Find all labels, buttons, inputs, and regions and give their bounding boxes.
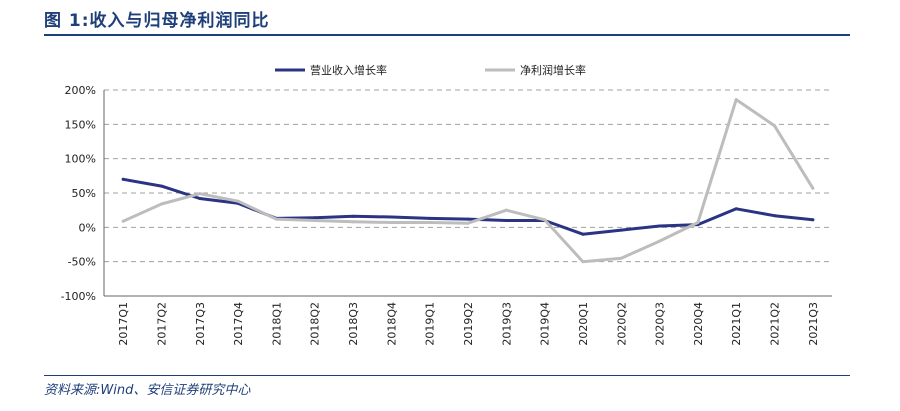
- data-point: [428, 216, 432, 220]
- data-point: [198, 192, 202, 196]
- x-tick-label: 2021Q2: [769, 302, 782, 346]
- data-point: [811, 186, 815, 190]
- footer-divider: [44, 375, 850, 376]
- title-divider: [44, 34, 850, 36]
- axes: [103, 90, 832, 297]
- y-tick-label: -100%: [61, 290, 96, 303]
- y-tick-label: 100%: [65, 153, 96, 166]
- data-point: [581, 260, 585, 264]
- x-tick-label: 2020Q4: [692, 302, 705, 346]
- data-point: [581, 232, 585, 236]
- data-point: [734, 207, 738, 211]
- data-point: [773, 124, 777, 128]
- legend-label: 营业收入增长率: [310, 63, 387, 77]
- data-point: [236, 199, 240, 203]
- data-point: [389, 215, 393, 219]
- x-tick-label: 2019Q4: [539, 302, 552, 346]
- data-point: [504, 218, 508, 222]
- x-tick-label: 2017Q4: [232, 302, 245, 346]
- y-tick-label: 0%: [79, 221, 96, 234]
- x-tick-label: 2020Q1: [577, 302, 590, 346]
- data-point: [696, 221, 700, 225]
- data-point: [811, 218, 815, 222]
- data-point: [351, 220, 355, 224]
- y-tick-label: -50%: [68, 256, 96, 269]
- data-point: [773, 214, 777, 218]
- legend: 营业收入增长率 净利润增长率: [275, 63, 586, 77]
- x-tick-labels: 2017Q1 2017Q2 2017Q3 2017Q4 2018Q1 2018Q2 2018…: [117, 302, 820, 346]
- x-tick-label: 2017Q1: [117, 302, 130, 346]
- data-point: [658, 224, 662, 228]
- data-point: [159, 202, 163, 206]
- data-point: [121, 219, 125, 223]
- x-tick-label: 2020Q3: [654, 302, 667, 346]
- y-tick-labels: 200% 150% 100% 50% 0% -50% -100%: [61, 84, 96, 303]
- data-point: [274, 217, 278, 221]
- y-tick-label: 200%: [65, 84, 96, 97]
- x-tick-label: 2017Q2: [155, 302, 168, 346]
- chart-title: 图 1:收入与归母净利润同比: [44, 11, 270, 31]
- data-point: [159, 184, 163, 188]
- x-tick-label: 2021Q3: [807, 302, 820, 346]
- data-point: [619, 256, 623, 260]
- x-tick-label: 2019Q2: [462, 302, 475, 346]
- x-tick-label: 2018Q3: [347, 302, 360, 346]
- data-point: [313, 216, 317, 220]
- x-tick-label: 2019Q1: [424, 302, 437, 346]
- grid-lines: [104, 89, 832, 263]
- data-point: [658, 239, 662, 243]
- source-note: 资料来源:Wind、安信证券研究中心: [44, 383, 251, 398]
- x-tick-label: 2017Q3: [194, 302, 207, 346]
- data-point: [198, 196, 202, 200]
- x-tick-label: 2021Q1: [730, 302, 743, 346]
- x-tick-label: 2020Q2: [615, 302, 628, 346]
- x-tick-label: 2018Q4: [385, 302, 398, 346]
- data-point: [734, 98, 738, 102]
- legend-label: 净利润增长率: [520, 63, 586, 77]
- x-tick-label: 2018Q2: [309, 302, 322, 346]
- data-point: [121, 177, 125, 181]
- data-point: [504, 208, 508, 212]
- data-point: [351, 214, 355, 218]
- data-point: [543, 218, 547, 222]
- y-tick-label: 150%: [65, 118, 96, 131]
- data-point: [619, 228, 623, 232]
- x-tick-label: 2019Q3: [500, 302, 513, 346]
- data-point: [466, 221, 470, 225]
- series-lines: [121, 98, 815, 264]
- x-tick-label: 2018Q1: [270, 302, 283, 346]
- data-point: [389, 221, 393, 225]
- data-point: [313, 218, 317, 222]
- data-point: [428, 221, 432, 225]
- data-point: [466, 217, 470, 221]
- y-tick-label: 50%: [72, 187, 96, 200]
